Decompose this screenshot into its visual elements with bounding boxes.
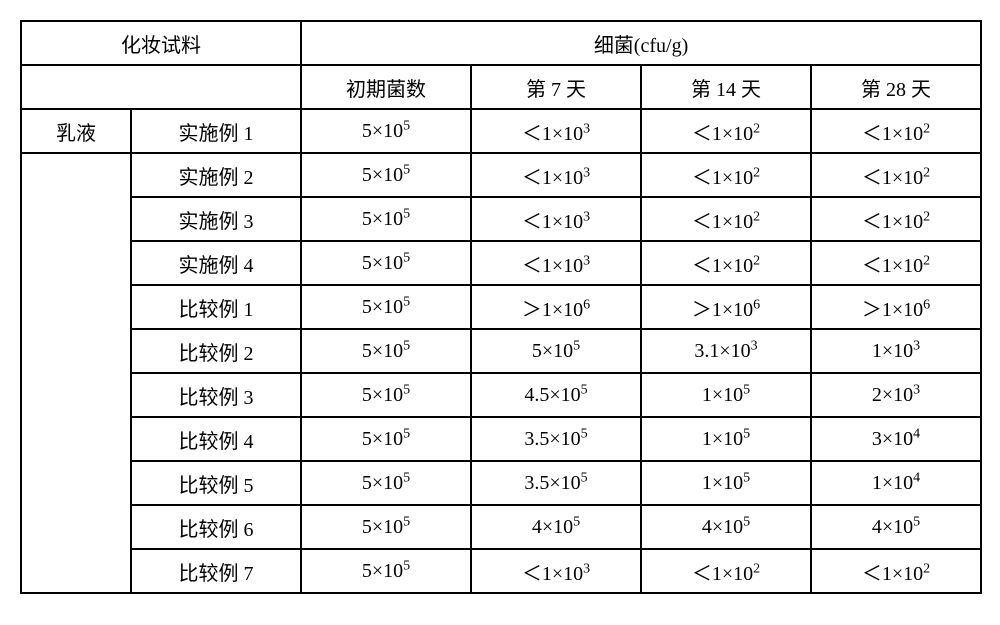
day7-cell: ＜1×103 (471, 109, 641, 153)
example-cell: 比较例 2 (131, 329, 301, 373)
bacteria-table: 化妆试料 细菌(cfu/g) 初期菌数 第 7 天 第 14 天 第 28 天 … (20, 20, 982, 594)
table-body: 乳液实施例 15×105＜1×103＜1×102＜1×102实施例 25×105… (21, 109, 981, 593)
initial-cell: 5×105 (301, 241, 471, 285)
day7-cell: 4.5×105 (471, 373, 641, 417)
table-row: 比较例 35×1054.5×1051×1052×103 (21, 373, 981, 417)
day28-cell: 3×104 (811, 417, 981, 461)
initial-cell: 5×105 (301, 153, 471, 197)
day7-cell: ＜1×103 (471, 153, 641, 197)
day14-cell: 1×105 (641, 461, 811, 505)
table-row: 实施例 45×105＜1×103＜1×102＜1×102 (21, 241, 981, 285)
day28-cell: 1×104 (811, 461, 981, 505)
day14-cell: ＜1×102 (641, 241, 811, 285)
day14-cell: 3.1×103 (641, 329, 811, 373)
initial-cell: 5×105 (301, 285, 471, 329)
day28-cell: 1×103 (811, 329, 981, 373)
day28-cell: 2×103 (811, 373, 981, 417)
table-row: 比较例 55×1053.5×1051×1051×104 (21, 461, 981, 505)
example-cell: 比较例 4 (131, 417, 301, 461)
header-row-1: 化妆试料 细菌(cfu/g) (21, 21, 981, 65)
header-right-group: 细菌(cfu/g) (301, 21, 981, 65)
example-cell: 比较例 5 (131, 461, 301, 505)
header-day7: 第 7 天 (471, 65, 641, 109)
day7-cell: 3.5×105 (471, 417, 641, 461)
day7-cell: ＜1×103 (471, 241, 641, 285)
day14-cell: ＞1×106 (641, 285, 811, 329)
initial-cell: 5×105 (301, 549, 471, 593)
example-cell: 比较例 3 (131, 373, 301, 417)
day7-cell: ＞1×106 (471, 285, 641, 329)
header-blank (21, 65, 301, 109)
initial-cell: 5×105 (301, 109, 471, 153)
header-row-2: 初期菌数 第 7 天 第 14 天 第 28 天 (21, 65, 981, 109)
day7-cell: ＜1×103 (471, 549, 641, 593)
day7-cell: 4×105 (471, 505, 641, 549)
initial-cell: 5×105 (301, 461, 471, 505)
initial-cell: 5×105 (301, 417, 471, 461)
example-cell: 实施例 1 (131, 109, 301, 153)
initial-cell: 5×105 (301, 329, 471, 373)
table-row: 实施例 25×105＜1×103＜1×102＜1×102 (21, 153, 981, 197)
initial-cell: 5×105 (301, 373, 471, 417)
table-row: 比较例 45×1053.5×1051×1053×104 (21, 417, 981, 461)
header-left-group: 化妆试料 (21, 21, 301, 65)
table-row: 实施例 35×105＜1×103＜1×102＜1×102 (21, 197, 981, 241)
initial-cell: 5×105 (301, 197, 471, 241)
day14-cell: ＜1×102 (641, 549, 811, 593)
example-cell: 比较例 7 (131, 549, 301, 593)
category-cell: 乳液 (21, 109, 131, 153)
header-day14: 第 14 天 (641, 65, 811, 109)
day7-cell: 3.5×105 (471, 461, 641, 505)
day14-cell: ＜1×102 (641, 153, 811, 197)
day28-cell: 4×105 (811, 505, 981, 549)
day14-cell: 1×105 (641, 417, 811, 461)
header-day28: 第 28 天 (811, 65, 981, 109)
day28-cell: ＜1×102 (811, 549, 981, 593)
day28-cell: ＜1×102 (811, 153, 981, 197)
day28-cell: ＞1×106 (811, 285, 981, 329)
table-row: 比较例 65×1054×1054×1054×105 (21, 505, 981, 549)
day14-cell: 1×105 (641, 373, 811, 417)
table-row: 比较例 25×1055×1053.1×1031×103 (21, 329, 981, 373)
day14-cell: ＜1×102 (641, 109, 811, 153)
day7-cell: ＜1×103 (471, 197, 641, 241)
example-cell: 实施例 2 (131, 153, 301, 197)
example-cell: 比较例 6 (131, 505, 301, 549)
day28-cell: ＜1×102 (811, 197, 981, 241)
day14-cell: ＜1×102 (641, 197, 811, 241)
day14-cell: 4×105 (641, 505, 811, 549)
table-row: 乳液实施例 15×105＜1×103＜1×102＜1×102 (21, 109, 981, 153)
header-initial: 初期菌数 (301, 65, 471, 109)
day28-cell: ＜1×102 (811, 109, 981, 153)
initial-cell: 5×105 (301, 505, 471, 549)
example-cell: 比较例 1 (131, 285, 301, 329)
example-cell: 实施例 4 (131, 241, 301, 285)
table-row: 比较例 75×105＜1×103＜1×102＜1×102 (21, 549, 981, 593)
day7-cell: 5×105 (471, 329, 641, 373)
category-cell-empty (21, 153, 131, 593)
day28-cell: ＜1×102 (811, 241, 981, 285)
table-row: 比较例 15×105＞1×106＞1×106＞1×106 (21, 285, 981, 329)
example-cell: 实施例 3 (131, 197, 301, 241)
